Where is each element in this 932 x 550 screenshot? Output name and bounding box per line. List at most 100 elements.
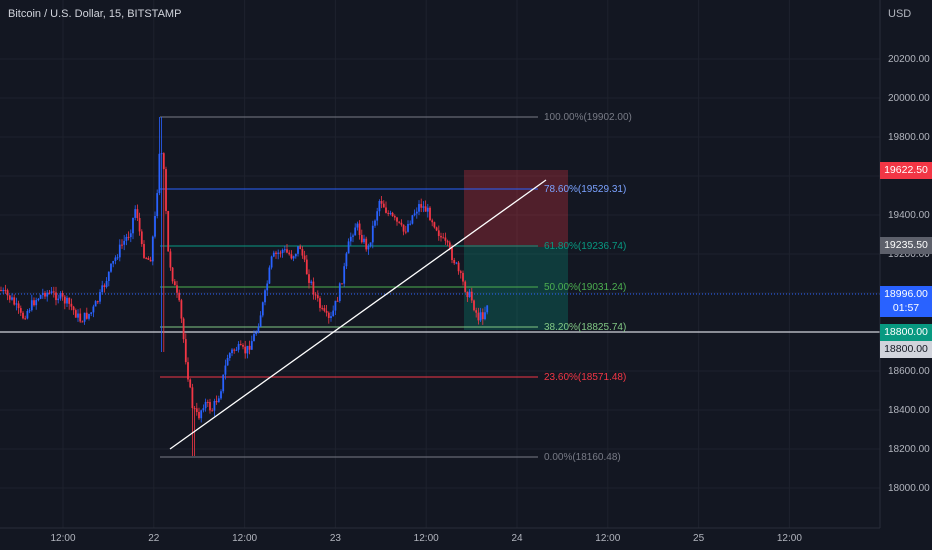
candle-body xyxy=(477,312,480,321)
candle-body xyxy=(409,223,412,225)
candle-body xyxy=(226,357,229,366)
candle-body xyxy=(136,209,139,219)
candle-body xyxy=(132,217,134,234)
fib-retracement[interactable] xyxy=(160,116,538,458)
candle-body xyxy=(255,332,258,335)
candle-body xyxy=(110,263,112,272)
candle-body xyxy=(193,408,196,410)
fib-label-618: 61.80%(19236.74) xyxy=(544,241,626,252)
candle-body xyxy=(61,293,64,297)
candle-body xyxy=(316,295,319,299)
symbol-title[interactable]: Bitcoin / U.S. Dollar, 15, BITSTAMP xyxy=(8,8,182,20)
candle-body xyxy=(191,387,194,409)
candle-body xyxy=(33,300,35,306)
candle-body xyxy=(367,245,370,250)
candle-body xyxy=(19,308,22,313)
candle-body xyxy=(321,307,324,309)
candle-body xyxy=(283,249,286,251)
candle-body xyxy=(327,312,330,318)
candle-body xyxy=(94,301,97,307)
candle-body xyxy=(99,292,101,302)
candle-body xyxy=(169,251,172,268)
candle-body xyxy=(365,238,368,250)
candle-body xyxy=(396,217,398,222)
candle-body xyxy=(330,316,332,318)
candle-body xyxy=(290,254,293,259)
candle-body xyxy=(151,236,154,262)
currency-label[interactable]: USD xyxy=(888,8,912,20)
candle-body xyxy=(145,257,148,259)
candle-body xyxy=(455,262,458,264)
candle-body xyxy=(440,235,442,238)
candle-body xyxy=(88,313,90,319)
price-axis[interactable]: 20200.0020000.0019800.0019600.0019400.00… xyxy=(888,54,930,494)
candle-body xyxy=(118,244,121,258)
candle-body xyxy=(167,211,170,252)
candle-body xyxy=(138,218,141,232)
candle-body xyxy=(114,257,117,262)
candle-body xyxy=(387,212,390,214)
candle-body xyxy=(149,259,152,262)
candle-body xyxy=(55,292,57,301)
candle-body xyxy=(347,241,350,254)
candle-body xyxy=(173,281,176,286)
candle-body xyxy=(70,303,73,307)
target-price-tag: 18800.00 xyxy=(880,324,932,341)
candle-body xyxy=(286,249,288,253)
candle-body xyxy=(112,261,115,264)
time-axis[interactable]: 12:00 22 12:00 23 12:00 24 12:00 25 12:00 xyxy=(50,533,802,544)
candle-body xyxy=(0,290,2,291)
candle-body xyxy=(22,312,24,319)
candle-body xyxy=(46,292,49,297)
time-tick-label: 25 xyxy=(693,533,705,544)
candle-body xyxy=(411,215,414,224)
candle-body xyxy=(235,349,238,351)
candle-body xyxy=(13,297,16,305)
price-tick-label: 18600.00 xyxy=(888,366,930,377)
candle-body xyxy=(303,255,306,260)
candle-body xyxy=(475,310,478,313)
candle-body xyxy=(266,283,269,291)
fib-label-786: 78.60%(19529.31) xyxy=(544,184,626,195)
time-tick-label: 22 xyxy=(148,533,160,544)
candle-body xyxy=(292,256,295,259)
candle-body xyxy=(378,201,381,212)
candle-body xyxy=(37,298,40,301)
candle-body xyxy=(259,315,262,327)
price-tick-label: 18000.00 xyxy=(888,483,930,494)
price-tick-label: 19200.00 xyxy=(888,249,930,260)
candle-body xyxy=(451,247,453,261)
candle-body xyxy=(354,227,357,236)
candle-body xyxy=(446,240,449,243)
candle-body xyxy=(180,300,183,319)
candle-body xyxy=(277,252,280,254)
time-tick-label: 12:00 xyxy=(777,533,802,544)
price-tick-label: 19800.00 xyxy=(888,132,930,143)
candle-body xyxy=(270,256,273,268)
candle-body xyxy=(257,326,260,333)
candles xyxy=(0,117,489,456)
candle-body xyxy=(470,291,473,301)
candle-body xyxy=(462,272,464,282)
candle-body xyxy=(171,267,174,282)
trend-line[interactable] xyxy=(169,179,547,450)
candle-body xyxy=(481,312,484,320)
current-price-value: 18996.00 xyxy=(884,288,928,300)
candle-body xyxy=(195,408,198,412)
candle-body xyxy=(369,242,372,246)
stop-loss-zone[interactable] xyxy=(464,170,568,247)
candle-body xyxy=(431,220,434,223)
fib-label-236: 23.60%(18571.48) xyxy=(544,372,626,383)
candle-body xyxy=(437,230,440,236)
candle-body xyxy=(400,222,403,225)
candle-body xyxy=(15,303,18,305)
candle-body xyxy=(299,246,302,250)
candle-body xyxy=(176,285,178,293)
candle-body xyxy=(134,209,137,218)
candle-body xyxy=(479,312,482,321)
candle-body xyxy=(385,207,387,213)
candle-body xyxy=(288,252,291,255)
candle-body xyxy=(426,207,429,212)
fib-label-500: 50.00%(19031.24) xyxy=(544,282,626,293)
